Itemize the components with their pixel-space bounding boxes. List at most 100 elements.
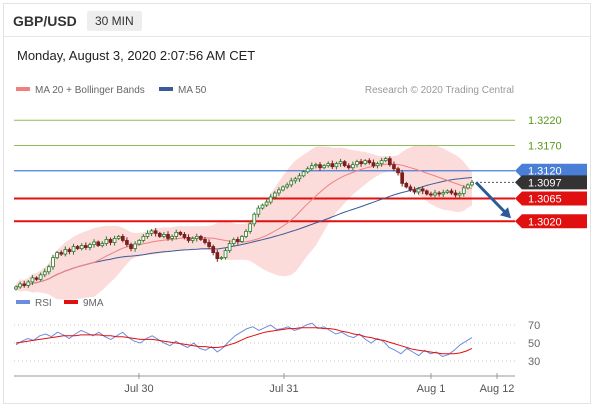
candle-body bbox=[92, 241, 96, 245]
candle-body bbox=[359, 161, 363, 165]
forecast-arrow bbox=[474, 181, 511, 219]
candle-body bbox=[433, 192, 437, 196]
candle-body bbox=[120, 236, 125, 241]
rsi-grid: 30 50 70 bbox=[14, 320, 540, 368]
rsi-lines bbox=[15, 322, 473, 358]
rsi-legend-swatch bbox=[16, 300, 30, 304]
candle-body bbox=[355, 161, 359, 166]
candle-body bbox=[30, 277, 35, 283]
ma20-legend-swatch bbox=[16, 87, 30, 91]
candle-body bbox=[285, 184, 289, 188]
candle-body bbox=[108, 239, 113, 243]
candle-body bbox=[194, 236, 199, 239]
candle-body bbox=[453, 192, 458, 196]
candle-body bbox=[55, 252, 59, 259]
candles bbox=[14, 156, 474, 291]
candle-body bbox=[137, 240, 142, 245]
candle-body bbox=[211, 246, 216, 253]
candle-body bbox=[281, 186, 285, 191]
ma20-series bbox=[15, 163, 473, 288]
candle-body bbox=[149, 230, 154, 234]
rsi-series-1 bbox=[15, 327, 473, 355]
candle-body bbox=[133, 243, 137, 249]
candle-body bbox=[141, 236, 146, 241]
level-label-bg-3 bbox=[515, 191, 587, 206]
candle-body bbox=[166, 233, 170, 239]
candle-body bbox=[75, 246, 80, 249]
rsi-series-0 bbox=[15, 322, 473, 358]
candle-body bbox=[227, 243, 232, 251]
candle-body bbox=[437, 192, 441, 195]
candle-body bbox=[470, 181, 474, 186]
candle-body bbox=[125, 240, 129, 245]
level-label-2: 1.3120 bbox=[528, 166, 562, 178]
candle-body bbox=[363, 160, 368, 165]
candle-body bbox=[412, 189, 417, 193]
candle-body bbox=[326, 163, 331, 167]
candle-body bbox=[190, 238, 195, 241]
candle-body bbox=[207, 242, 211, 247]
x-tick-label-1: Jul 31 bbox=[269, 383, 298, 395]
candle-body bbox=[338, 161, 343, 165]
ma20-line bbox=[15, 163, 473, 288]
candle-body bbox=[404, 182, 409, 188]
candle-body bbox=[79, 245, 84, 249]
candle-body bbox=[38, 274, 43, 280]
candle-body bbox=[305, 168, 310, 173]
candle-body bbox=[203, 239, 207, 243]
candle-body bbox=[375, 163, 380, 167]
candle-body bbox=[420, 188, 425, 192]
candle-body bbox=[449, 190, 454, 194]
candle-body bbox=[400, 172, 405, 184]
candle-body bbox=[170, 236, 174, 239]
candle-body bbox=[174, 231, 179, 237]
candle-body bbox=[346, 165, 351, 169]
rsi-legend: RSI 9MA bbox=[16, 298, 104, 309]
candle-body bbox=[383, 158, 388, 162]
level-label-1: 1.3170 bbox=[528, 140, 562, 152]
candle-body bbox=[18, 283, 22, 288]
candle-body bbox=[322, 165, 326, 169]
candle-body bbox=[186, 237, 191, 241]
last-price-label-bg bbox=[515, 175, 587, 190]
x-tick-label-2: Aug 1 bbox=[417, 383, 446, 395]
candle-body bbox=[330, 163, 335, 168]
candle-body bbox=[100, 243, 105, 246]
candle-body bbox=[461, 187, 466, 194]
forecast-arrow-shaft bbox=[474, 181, 509, 216]
candle-body bbox=[67, 249, 72, 252]
candle-body bbox=[371, 162, 376, 167]
candle-body bbox=[22, 283, 27, 286]
candle-body bbox=[178, 231, 183, 235]
candle-body bbox=[424, 190, 429, 195]
candle-body bbox=[445, 190, 450, 193]
candle-body bbox=[153, 230, 158, 234]
last-price-label: 1.3097 bbox=[528, 177, 562, 189]
bollinger-band-area bbox=[16, 144, 472, 300]
candle-body bbox=[199, 236, 203, 240]
bollinger-bands bbox=[16, 144, 472, 300]
candle-body bbox=[47, 266, 51, 273]
candle-body bbox=[457, 193, 462, 196]
candle-body bbox=[342, 161, 347, 167]
candle-body bbox=[14, 286, 18, 290]
rsi-legend-label: RSI bbox=[35, 298, 52, 309]
rsi-tick-70: 70 bbox=[528, 320, 540, 332]
candle-body bbox=[88, 244, 92, 248]
level-label-bg-4 bbox=[515, 214, 587, 229]
x-tick-label-0: Jul 30 bbox=[124, 383, 153, 395]
timeframe-badge[interactable]: 30 MIN bbox=[87, 11, 142, 31]
candle-body bbox=[387, 158, 392, 166]
candle-body bbox=[334, 163, 339, 168]
candle-body bbox=[318, 164, 322, 169]
candle-body bbox=[367, 160, 372, 164]
candle-body bbox=[51, 257, 55, 268]
candle-body bbox=[272, 192, 277, 198]
chart-header: GBP/USD 30 MIN bbox=[4, 4, 590, 37]
rsi-tick-50: 50 bbox=[528, 338, 540, 350]
ma50-legend-label: MA 50 bbox=[178, 85, 207, 96]
candle-body bbox=[112, 238, 117, 243]
candle-body bbox=[408, 186, 413, 191]
candle-body bbox=[466, 184, 470, 189]
